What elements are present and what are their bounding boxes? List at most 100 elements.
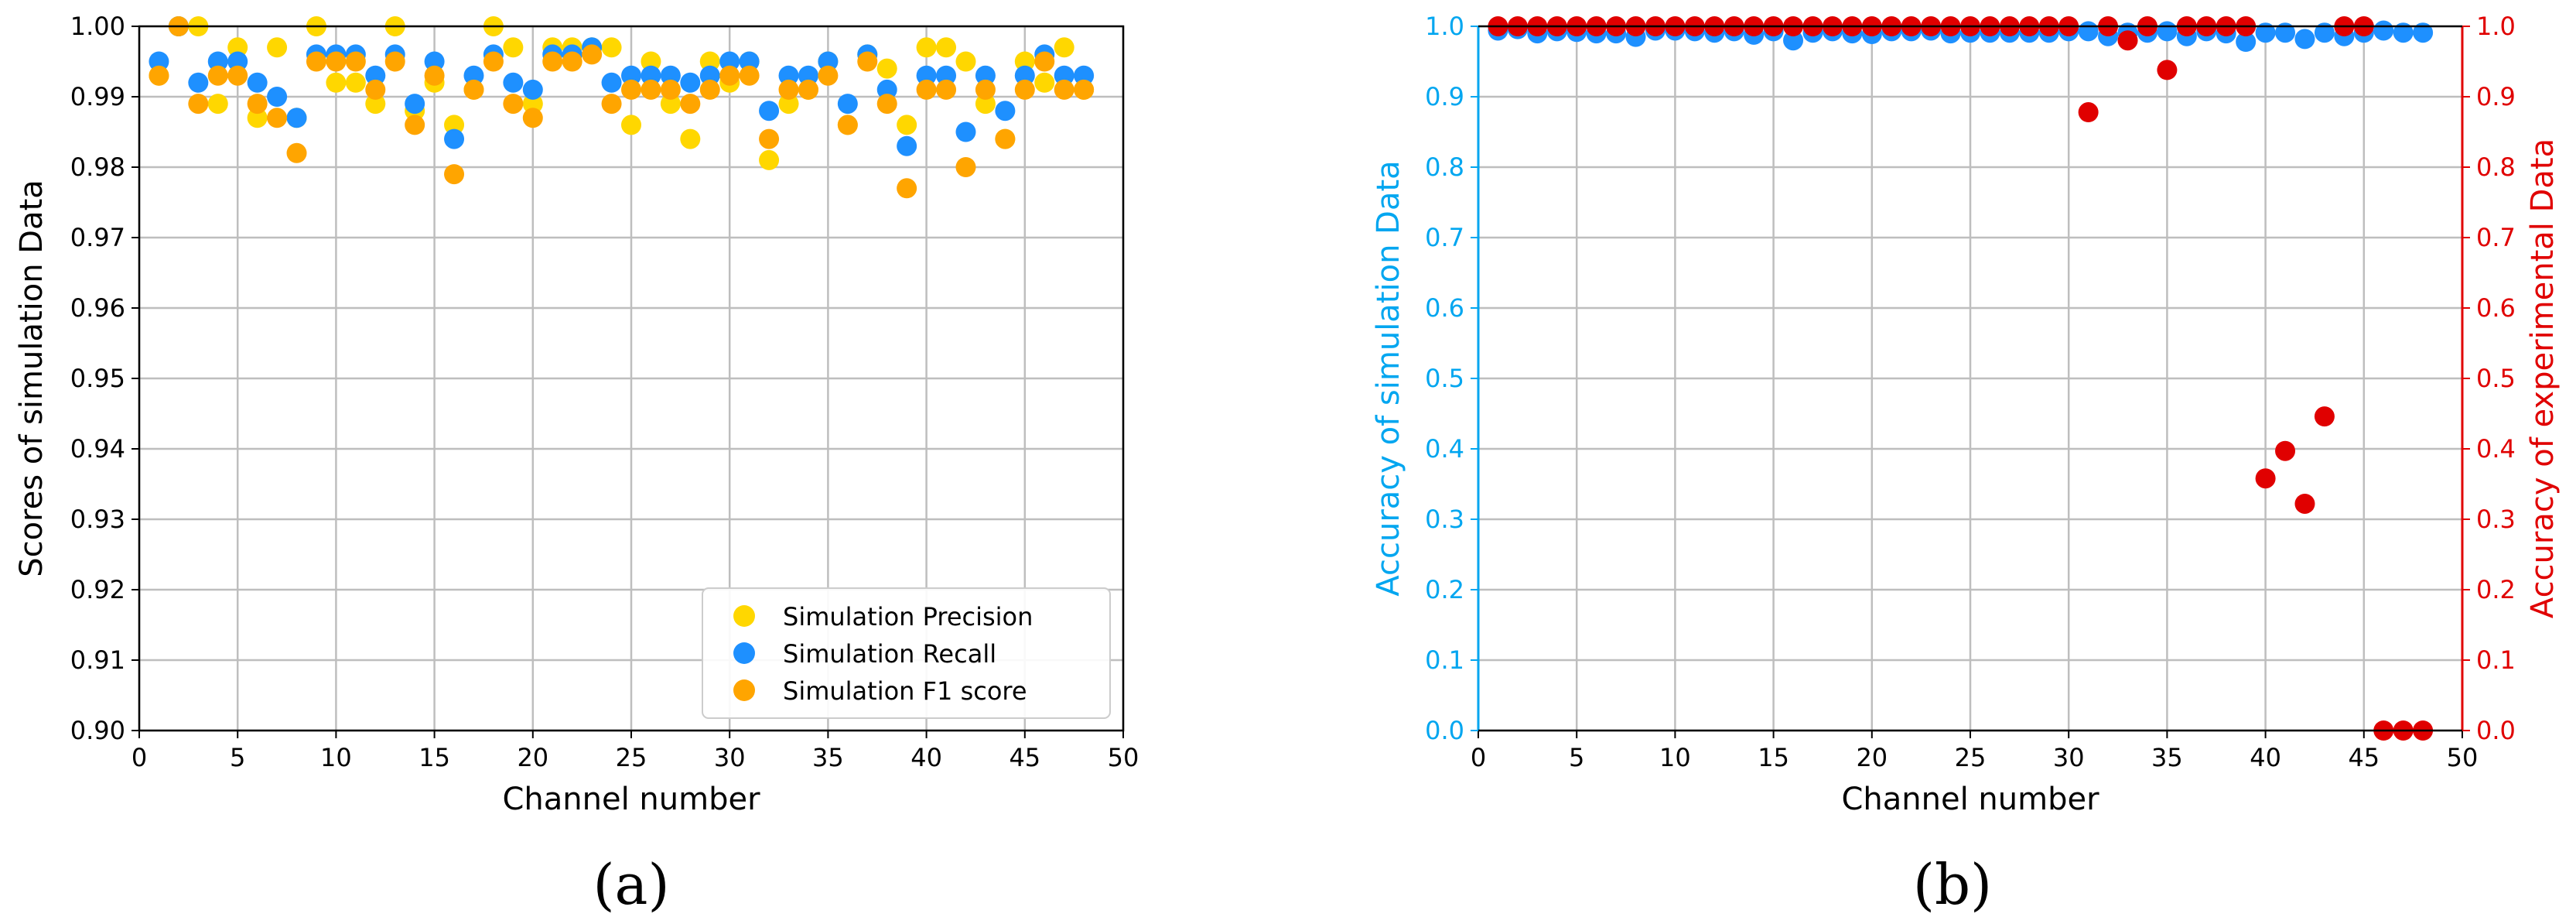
point-f1-ch48 xyxy=(1074,79,1095,100)
point-f1-ch26 xyxy=(641,79,661,100)
point-sim_accuracy-ch31 xyxy=(2078,21,2099,42)
point-f1-ch4 xyxy=(207,65,228,86)
point-recall-ch48 xyxy=(1074,65,1095,86)
point-f1-ch34 xyxy=(798,79,818,100)
point-f1-ch42 xyxy=(955,157,976,177)
y-tick-label: 0.93 xyxy=(70,505,125,534)
point-recall-ch15 xyxy=(424,51,445,72)
x-tick-label: 20 xyxy=(1856,743,1888,772)
legend-box xyxy=(702,587,1111,719)
point-precision-ch7 xyxy=(267,37,288,58)
point-precision-ch29 xyxy=(699,51,720,72)
point-precision-ch42 xyxy=(955,51,976,72)
panel-a-chart: 0 5 10 15 20 25 30 35 40 45 50 0.900.910.920.930.9… xyxy=(14,12,1139,917)
point-sim_accuracy-ch41 xyxy=(2275,22,2296,43)
legend-marker-recall xyxy=(733,642,755,664)
y-tick-label: 1.00 xyxy=(70,12,125,41)
panel-a-label: (a) xyxy=(593,852,669,917)
x-tick-label: 40 xyxy=(910,743,942,772)
point-precision-ch43 xyxy=(975,94,996,115)
x-tick-label: 50 xyxy=(2447,743,2479,772)
x-tick-label: 40 xyxy=(2250,743,2281,772)
point-f1-ch28 xyxy=(680,94,701,115)
point-precision-ch32 xyxy=(759,149,780,170)
y-tick-label-right: 0.3 xyxy=(2476,505,2516,534)
point-precision-ch33 xyxy=(778,94,799,115)
y-tick-label: 0.0 xyxy=(1425,716,1464,745)
point-precision-ch45 xyxy=(1014,51,1035,72)
point-exp_accuracy-ch41 xyxy=(2275,440,2296,461)
point-f1-ch24 xyxy=(601,94,622,115)
point-sim_accuracy-ch47 xyxy=(2393,22,2414,43)
point-sim_accuracy-ch46 xyxy=(2373,20,2394,41)
x-tick-label: 5 xyxy=(230,743,245,772)
y-tick-label-right: 0.6 xyxy=(2476,293,2516,323)
point-precision-ch20 xyxy=(522,94,543,115)
point-f1-ch43 xyxy=(975,79,996,100)
y-tick-label: 0.91 xyxy=(70,645,125,675)
point-recall-ch5 xyxy=(227,51,248,72)
x-tick-label: 25 xyxy=(616,743,647,772)
y-tick-label: 0.90 xyxy=(70,716,125,745)
point-precision-ch28 xyxy=(680,128,701,149)
point-f1-ch41 xyxy=(936,79,957,100)
point-recall-ch3 xyxy=(188,72,209,93)
point-precision-ch26 xyxy=(641,51,661,72)
point-f1-ch45 xyxy=(1014,79,1035,100)
point-f1-ch37 xyxy=(857,51,878,72)
point-recall-ch17 xyxy=(463,65,484,86)
x-tick-label: 45 xyxy=(1009,743,1040,772)
point-exp_accuracy-ch42 xyxy=(2294,493,2315,514)
point-recall-ch45 xyxy=(1014,65,1035,86)
panel-b-left-y-ticks: 0.0 0.1 0.2 0.3 0.4 0.5 0.6 0.7 0.8 0.9 1.0 xyxy=(1425,12,1478,745)
panel-b-left-y-axis-label: Accuracy of simulation Data xyxy=(1371,160,1406,596)
point-f1-ch40 xyxy=(916,79,937,100)
point-f1-ch12 xyxy=(365,79,386,100)
point-sim_accuracy-ch48 xyxy=(2413,22,2434,43)
point-precision-ch39 xyxy=(897,115,917,135)
point-f1-ch46 xyxy=(1034,51,1055,72)
point-precision-ch40 xyxy=(916,37,937,58)
point-sim_accuracy-ch35 xyxy=(2157,21,2178,42)
point-recall-ch34 xyxy=(798,65,818,86)
point-precision-ch27 xyxy=(660,94,681,115)
y-tick-label-right: 1.0 xyxy=(2476,12,2516,41)
point-recall-ch31 xyxy=(739,51,760,72)
panel-b-right-y-ticks: 0.0 0.1 0.2 0.3 0.4 0.5 0.6 0.7 0.8 0.9 1.0 xyxy=(2462,12,2516,745)
panel-b-chart: 0 5 10 15 20 25 30 35 40 45 50 0.00.10.20.30.40.50… xyxy=(1371,12,2561,917)
y-tick-label: 0.6 xyxy=(1425,293,1464,323)
y-tick-label: 0.7 xyxy=(1425,223,1464,252)
point-f1-ch30 xyxy=(719,65,740,86)
x-tick-label: 20 xyxy=(517,743,548,772)
point-f1-ch27 xyxy=(660,79,681,100)
legend-marker-f1 xyxy=(733,679,755,701)
panel-a-x-ticks: 0 5 10 15 20 25 30 35 40 45 50 xyxy=(132,731,1139,772)
panel-a-x-axis-label: Channel number xyxy=(502,782,760,817)
point-f1-ch47 xyxy=(1054,79,1074,100)
x-tick-label: 30 xyxy=(2053,743,2085,772)
x-tick-label: 10 xyxy=(1659,743,1691,772)
point-recall-ch4 xyxy=(207,51,228,72)
point-precision-ch24 xyxy=(601,37,622,58)
point-recall-ch40 xyxy=(916,65,937,86)
x-tick-label: 25 xyxy=(1955,743,1987,772)
point-f1-ch33 xyxy=(778,79,799,100)
point-f1-ch38 xyxy=(876,94,897,115)
point-recall-ch43 xyxy=(975,65,996,86)
point-precision-ch16 xyxy=(444,115,465,135)
point-recall-ch1 xyxy=(149,51,169,72)
legend-label-precision: Simulation Precision xyxy=(783,602,1033,631)
point-precision-ch41 xyxy=(936,37,957,58)
panel-b-label: (b) xyxy=(1913,852,1992,917)
y-tick-label: 0.4 xyxy=(1425,434,1464,464)
y-tick-label: 0.92 xyxy=(70,575,125,604)
point-recall-ch33 xyxy=(778,65,799,86)
point-f1-ch13 xyxy=(384,51,405,72)
y-tick-label: 0.9 xyxy=(1425,82,1464,111)
point-exp_accuracy-ch43 xyxy=(2314,406,2335,427)
point-sim_accuracy-ch39 xyxy=(2236,32,2257,53)
point-recall-ch41 xyxy=(936,65,957,86)
point-recall-ch32 xyxy=(759,101,780,121)
point-recall-ch20 xyxy=(522,79,543,100)
point-f1-ch21 xyxy=(542,51,563,72)
